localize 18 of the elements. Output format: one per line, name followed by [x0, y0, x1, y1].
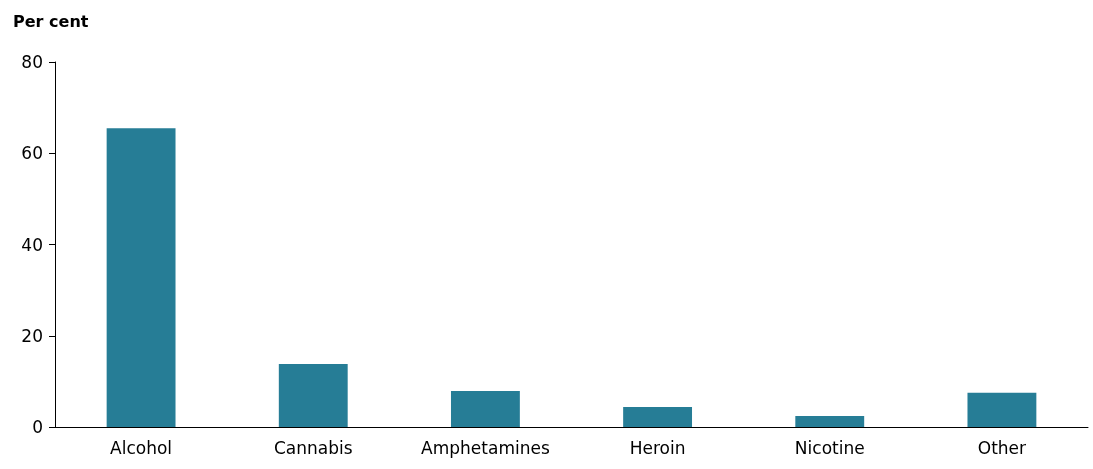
x-tick-label: Amphetamines	[421, 437, 550, 458]
y-tick-label: 20	[21, 325, 43, 346]
x-tick-label: Heroin	[629, 437, 686, 458]
x-tick-label: Nicotine	[794, 437, 865, 458]
bar	[278, 364, 348, 427]
x-tick-label: Other	[977, 437, 1027, 458]
x-tick-label: Alcohol	[110, 437, 173, 458]
bar	[106, 128, 176, 427]
y-tick-label: 40	[21, 234, 43, 255]
y-tick-label: 0	[32, 417, 43, 437]
x-tick-label: Cannabis	[273, 437, 353, 458]
y-tick-label: 60	[21, 143, 43, 164]
bar	[450, 390, 520, 427]
bar	[623, 406, 693, 427]
y-tick-label: 80	[21, 52, 43, 72]
bar	[795, 416, 865, 427]
bar	[967, 392, 1037, 427]
y-axis-title: Per cent	[13, 11, 89, 31]
